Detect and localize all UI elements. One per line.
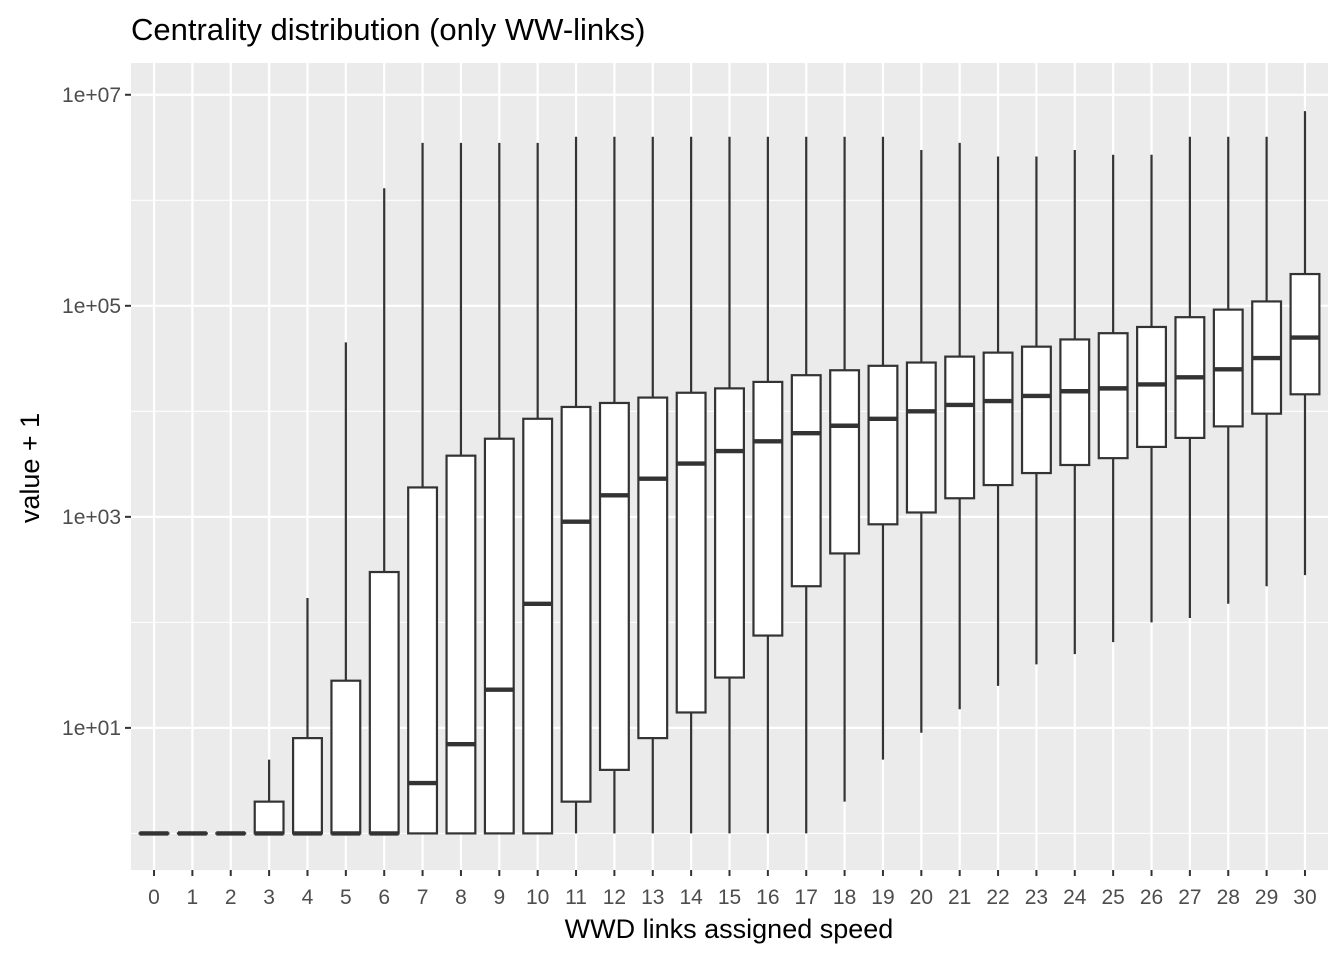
- box-5: [330, 342, 362, 836]
- x-tick-label: 25: [1101, 886, 1124, 909]
- box-19: [867, 136, 899, 760]
- box-iqr: [330, 679, 362, 835]
- box-series: [138, 111, 1321, 836]
- y-axis-title: value + 1: [15, 413, 45, 523]
- y-tick-label: 1e+07: [62, 84, 121, 107]
- box-16: [752, 136, 784, 834]
- box-iqr: [253, 800, 285, 835]
- box-7: [407, 142, 439, 835]
- box-iqr: [483, 437, 515, 835]
- x-tick-label: 0: [148, 886, 160, 909]
- box-30: [1289, 111, 1321, 576]
- box-iqr: [560, 405, 592, 803]
- x-tick-label: 14: [679, 886, 703, 909]
- x-tick-label: 16: [756, 886, 779, 909]
- box-28: [1212, 136, 1244, 604]
- box-9: [483, 142, 515, 835]
- box-8: [445, 142, 477, 835]
- box-iqr: [637, 396, 669, 740]
- box-14: [675, 136, 707, 834]
- x-tick-label: 6: [378, 886, 390, 909]
- box-29: [1251, 136, 1283, 587]
- box-iqr: [1289, 272, 1321, 396]
- y-axis-ticks: 1e+01 1e+03 1e+05 1e+07: [62, 84, 131, 740]
- box-iqr: [867, 364, 899, 526]
- box-iqr: [790, 374, 822, 588]
- x-tick-label: 4: [302, 886, 314, 909]
- box-iqr: [1136, 325, 1168, 449]
- x-tick-label: 18: [833, 886, 856, 909]
- x-tick-label: 17: [795, 886, 818, 909]
- box-24: [1059, 149, 1091, 655]
- x-tick-label: 1: [187, 886, 199, 909]
- box-21: [944, 142, 976, 710]
- box-iqr: [905, 361, 937, 514]
- box-iqr: [675, 391, 707, 714]
- chart-title: Centrality distribution (only WW-links): [131, 12, 646, 47]
- box-26: [1136, 154, 1168, 623]
- x-tick-label: 5: [340, 886, 352, 909]
- x-tick-label: 13: [641, 886, 664, 909]
- box-10: [522, 142, 554, 835]
- box-iqr: [982, 351, 1014, 487]
- box-iqr: [522, 417, 554, 835]
- box-23: [1020, 156, 1052, 665]
- box-20: [905, 149, 937, 733]
- box-27: [1174, 136, 1206, 618]
- x-tick-label: 15: [718, 886, 741, 909]
- box-12: [598, 136, 630, 834]
- box-iqr: [944, 355, 976, 500]
- x-tick-label: 24: [1063, 886, 1087, 909]
- box-15: [714, 136, 745, 834]
- y-tick-label: 1e+05: [62, 295, 121, 318]
- box-iqr: [829, 369, 861, 555]
- box-iqr: [291, 737, 323, 835]
- x-tick-label: 9: [493, 886, 505, 909]
- x-tick-label: 20: [910, 886, 933, 909]
- x-tick-label: 28: [1217, 886, 1240, 909]
- box-13: [637, 136, 669, 834]
- x-tick-label: 27: [1178, 886, 1201, 909]
- box-iqr: [445, 454, 477, 835]
- x-tick-label: 23: [1025, 886, 1048, 909]
- x-tick-label: 29: [1255, 886, 1278, 909]
- x-tick-label: 7: [417, 886, 429, 909]
- box-iqr: [1059, 338, 1091, 467]
- box-11: [560, 136, 592, 834]
- x-tick-label: 12: [603, 886, 626, 909]
- box-iqr: [714, 387, 745, 679]
- x-tick-label: 8: [455, 886, 467, 909]
- box-iqr: [1097, 332, 1129, 460]
- box-iqr: [598, 401, 630, 771]
- box-3: [253, 759, 285, 836]
- x-tick-label: 19: [871, 886, 894, 909]
- x-tick-label: 22: [986, 886, 1009, 909]
- x-tick-label: 2: [225, 886, 237, 909]
- box-iqr: [752, 380, 784, 637]
- box-iqr: [407, 486, 439, 835]
- box-6: [368, 188, 400, 836]
- x-tick-label: 30: [1293, 886, 1316, 909]
- y-tick-label: 1e+03: [62, 506, 121, 529]
- box-17: [790, 136, 822, 834]
- box-22: [982, 156, 1014, 686]
- x-tick-label: 11: [565, 886, 587, 909]
- box-iqr: [1020, 345, 1052, 475]
- box-18: [829, 136, 861, 802]
- x-axis-ticks: 0 1 2 3 4 5 6 7 8 9 10 11 12 13 14 15 16 17 18 19 20 21 22 23 24…: [148, 870, 1317, 909]
- box-iqr: [368, 570, 400, 835]
- box-25: [1097, 154, 1129, 643]
- x-tick-label: 3: [263, 886, 275, 909]
- x-tick-label: 10: [526, 886, 549, 909]
- x-tick-label: 26: [1140, 886, 1163, 909]
- y-tick-label: 1e+01: [62, 717, 121, 740]
- box-4: [291, 598, 323, 836]
- x-tick-label: 21: [948, 886, 971, 909]
- x-axis-title: WWD links assigned speed: [565, 914, 894, 944]
